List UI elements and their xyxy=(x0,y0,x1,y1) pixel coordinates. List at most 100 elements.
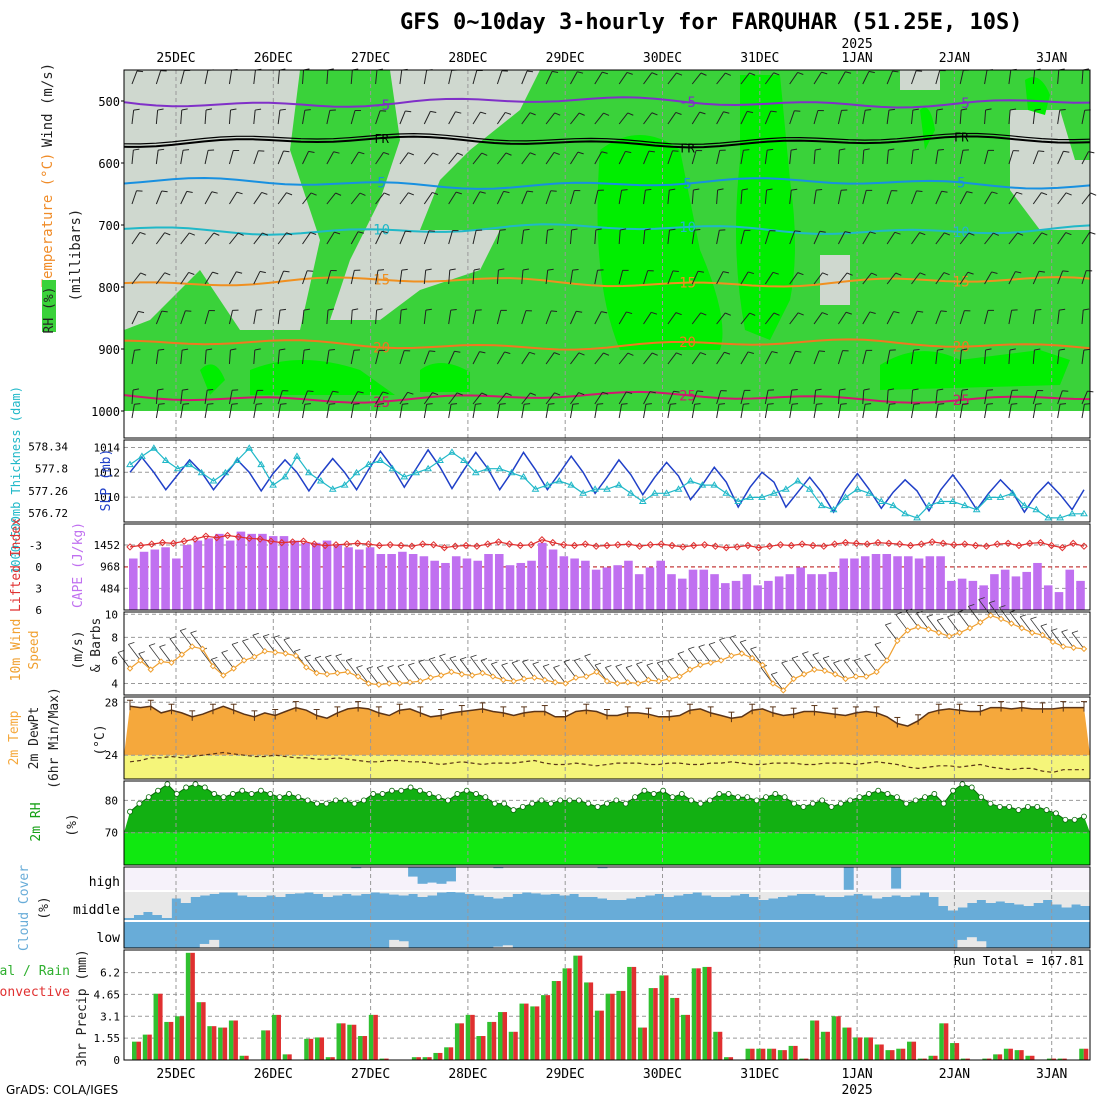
wind10m-barb xyxy=(656,662,670,680)
wind10m-barb xyxy=(905,610,919,628)
wind-barb-flag xyxy=(967,271,974,275)
wind-barb-flag xyxy=(725,312,731,316)
li-point xyxy=(614,541,622,549)
wind10m-point xyxy=(1039,631,1046,639)
precip-convective-bar xyxy=(717,1031,723,1060)
wind-barb-flag xyxy=(357,391,364,394)
wind-barb xyxy=(789,110,795,125)
wind-barb-flag xyxy=(481,152,488,156)
wind-barb-flag xyxy=(718,403,726,405)
wind-barb-flag xyxy=(919,272,926,276)
rh2m-point xyxy=(239,787,246,794)
top-date-label: 31DEC xyxy=(740,51,779,66)
wind-barb-flag xyxy=(913,348,920,351)
rh-dry-region xyxy=(470,70,500,150)
rh-dry-region xyxy=(900,70,940,90)
wind10m-barb-flag xyxy=(117,650,125,653)
wind-barb-flag xyxy=(601,311,608,314)
li-point xyxy=(332,541,340,549)
wind-barb xyxy=(521,152,531,165)
wind-barb xyxy=(350,70,353,85)
wind-barb xyxy=(569,190,575,205)
wind10m-point xyxy=(313,669,320,677)
cape-panel xyxy=(123,523,1091,611)
wind-barb-flag xyxy=(791,188,798,191)
cloud-low-bar xyxy=(389,939,400,948)
wind-barb xyxy=(862,404,866,419)
cloud-axis-label: Cloud Cover xyxy=(17,865,32,951)
wind-barb-flag xyxy=(694,228,701,231)
wind-barb xyxy=(155,232,166,245)
cloud-mid-gap xyxy=(985,891,996,903)
cloud-mid-gap xyxy=(578,891,589,897)
wind-barb-flag xyxy=(353,403,360,405)
wind10m-barb xyxy=(1071,632,1085,650)
cloud-mid-gap xyxy=(758,891,769,900)
wind-barb-flag xyxy=(985,348,992,351)
wind-barb-flag xyxy=(697,270,705,273)
wind-barb-flag xyxy=(741,188,748,191)
wind-barb xyxy=(886,232,896,245)
top-year-label: 2025 xyxy=(841,37,872,52)
wind-barb-flag xyxy=(262,232,269,236)
wind-barb-flag xyxy=(1063,150,1070,153)
wind-barb xyxy=(399,392,409,405)
wind-barb xyxy=(131,272,141,285)
wind-barb-flag xyxy=(456,392,463,396)
li-point xyxy=(885,539,893,548)
wind10m-barb-flag xyxy=(470,654,477,658)
rh2m-point xyxy=(304,797,311,804)
wind10m-point xyxy=(842,675,849,683)
wind-barb xyxy=(570,352,580,365)
cloud-high-bar xyxy=(408,867,419,877)
wind-barb xyxy=(667,190,670,205)
wind-barb-flag xyxy=(405,230,412,233)
bottom-date-label: 27DEC xyxy=(351,1067,390,1082)
rh2m-tick-label: 70 xyxy=(105,827,118,840)
precip-convective-bar xyxy=(577,955,583,1060)
wind-barb-flag xyxy=(1010,108,1017,111)
thickness-point xyxy=(543,481,552,488)
wind10m-barb-flag xyxy=(937,617,944,621)
thickness-point xyxy=(984,493,993,500)
wind10m-point xyxy=(914,623,922,631)
cape-bar xyxy=(817,574,827,610)
rh2m-point xyxy=(323,800,330,807)
cape-bar xyxy=(721,583,730,610)
cape-bar xyxy=(150,549,160,610)
li-point xyxy=(744,541,752,550)
cloud-high-bar xyxy=(891,867,902,889)
wind10m-barb xyxy=(397,666,411,683)
rh2m-point xyxy=(847,797,854,804)
wind-barb xyxy=(472,392,483,405)
wind-barb-flag xyxy=(894,231,901,235)
thickness-point xyxy=(591,485,599,492)
cape-bar xyxy=(268,536,278,610)
wind-barb xyxy=(1057,310,1060,325)
wind-barb-flag xyxy=(530,392,537,396)
wind-barb-flag xyxy=(254,348,261,351)
wind-barb xyxy=(302,390,308,405)
wind10m-barb-flag xyxy=(314,655,322,659)
rh2m-point xyxy=(192,781,199,788)
wind10m-point xyxy=(468,672,476,679)
wind10m-barb-flag xyxy=(1020,614,1027,618)
wind10m-point xyxy=(209,662,217,670)
wind-barb-flag xyxy=(304,109,311,111)
cape-bar xyxy=(548,549,558,610)
rh2m-point xyxy=(772,791,779,797)
wind-barb-flag xyxy=(603,352,610,356)
thickness-axis-label: 1000~500mb Thickness (dam) xyxy=(9,386,23,574)
wind10m-barb xyxy=(957,611,971,629)
wind10m-barb-flag xyxy=(791,655,799,659)
cloud-low-bar xyxy=(502,945,513,948)
cape-bar xyxy=(785,574,795,610)
wind-barb-flag xyxy=(694,403,701,405)
cloud-mid-gap xyxy=(152,891,163,915)
cloud-low-bar xyxy=(976,941,987,948)
wind-barb-flag xyxy=(237,232,244,236)
top-date-label: 2JAN xyxy=(939,51,970,66)
li-point xyxy=(126,543,134,551)
li-point xyxy=(245,534,253,543)
li-point xyxy=(1069,539,1077,548)
